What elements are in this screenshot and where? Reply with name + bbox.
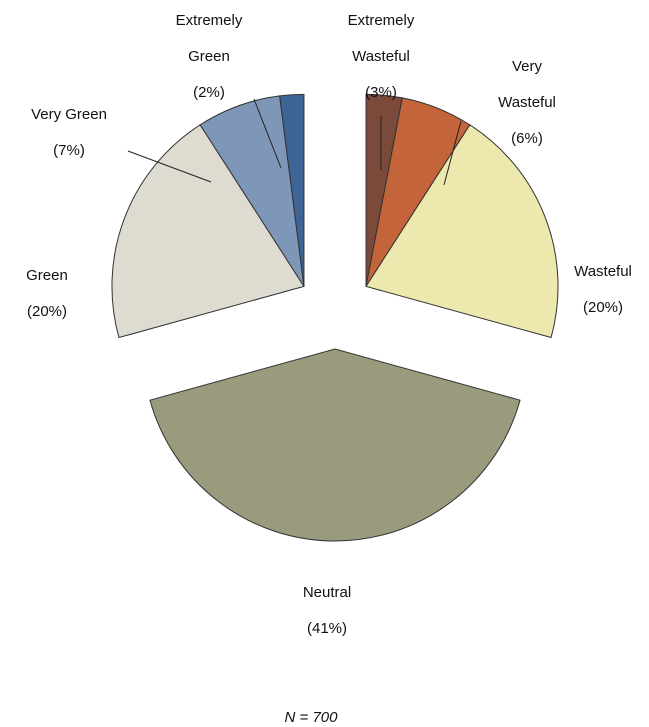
pie-slice-extremely-green (279, 93, 305, 287)
leader-line-very-wasteful (443, 120, 462, 186)
leader-lines (127, 98, 462, 186)
leader-line-extremely-green (253, 98, 282, 169)
slice-labels: Extremely Wasteful (3%) Very Wasteful (6%) Was… (26, 12, 632, 637)
slice-label-wasteful: Wasteful (20%) (574, 263, 632, 316)
slice-label-extremely-wasteful: Extremely Wasteful (3%) (348, 12, 415, 101)
slice-label-green: Green (20%) (26, 267, 68, 320)
sample-size-note: N = 700 (285, 709, 339, 726)
slice-label-extremely-green: Extremely Green (2%) (176, 12, 243, 101)
leader-line-very-green (127, 150, 212, 183)
slice-label-very-wasteful: Very Wasteful (6%) (498, 58, 556, 147)
pie-slice-green (111, 124, 305, 339)
pie-slices (111, 93, 559, 542)
slice-label-neutral: Neutral (41%) (303, 584, 351, 637)
pie-slice-wasteful (365, 124, 559, 339)
pie-slice-neutral (149, 348, 521, 542)
slice-label-very-green: Very Green (7%) (31, 106, 107, 159)
